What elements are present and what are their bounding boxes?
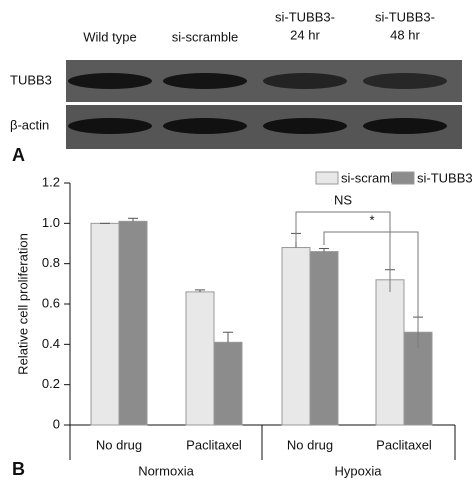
group-label: Hypoxia — [335, 463, 383, 478]
y-tick-label: 0.2 — [42, 376, 60, 391]
y-tick-label: 1.2 — [42, 174, 60, 189]
bar — [185, 291, 215, 426]
y-tick-label: 0.8 — [42, 255, 60, 270]
annotation: * — [369, 212, 374, 227]
lane-label: si-TUBB3- — [275, 9, 335, 24]
legend-label: si-scramble — [341, 170, 407, 185]
x-tick-label: No drug — [96, 437, 142, 452]
band — [163, 118, 247, 134]
band — [263, 118, 347, 134]
row-label: TUBB3 — [10, 72, 52, 87]
lane-label: si-scramble — [172, 29, 238, 44]
x-tick-label: Paclitaxel — [376, 437, 432, 452]
legend-label: si-TUBB3 — [417, 170, 473, 185]
bar — [281, 247, 311, 426]
lane-label: 24 hr — [290, 27, 320, 42]
band — [363, 73, 447, 89]
lane-label: Wild type — [83, 29, 136, 44]
bracket — [323, 231, 419, 348]
row-label: β-actin — [10, 117, 49, 132]
bar — [309, 251, 339, 426]
y-tick-label: 1.0 — [42, 215, 60, 230]
x-tick-label: No drug — [287, 437, 333, 452]
panel-label: B — [12, 459, 25, 479]
group-label: Normoxia — [138, 463, 194, 478]
legend-swatch — [315, 171, 339, 185]
lane-label: 48 hr — [390, 27, 420, 42]
band — [263, 73, 347, 89]
band — [163, 73, 247, 89]
bar — [90, 222, 120, 426]
bar — [375, 279, 405, 426]
bracket — [295, 211, 391, 292]
lane-label: si-TUBB3- — [375, 9, 435, 24]
panel-label: A — [12, 145, 25, 165]
band — [68, 73, 152, 89]
band — [68, 118, 152, 134]
x-tick-label: Paclitaxel — [186, 437, 242, 452]
legend-swatch — [391, 171, 415, 185]
bar — [213, 341, 243, 426]
band — [363, 118, 447, 134]
y-tick-label: 0 — [53, 416, 60, 431]
bar — [118, 220, 148, 426]
y-tick-label: 0.6 — [42, 295, 60, 310]
annotation: NS — [334, 192, 352, 207]
y-tick-label: 0.4 — [42, 336, 60, 351]
y-axis-label: Relative cell proliferation — [15, 233, 30, 375]
